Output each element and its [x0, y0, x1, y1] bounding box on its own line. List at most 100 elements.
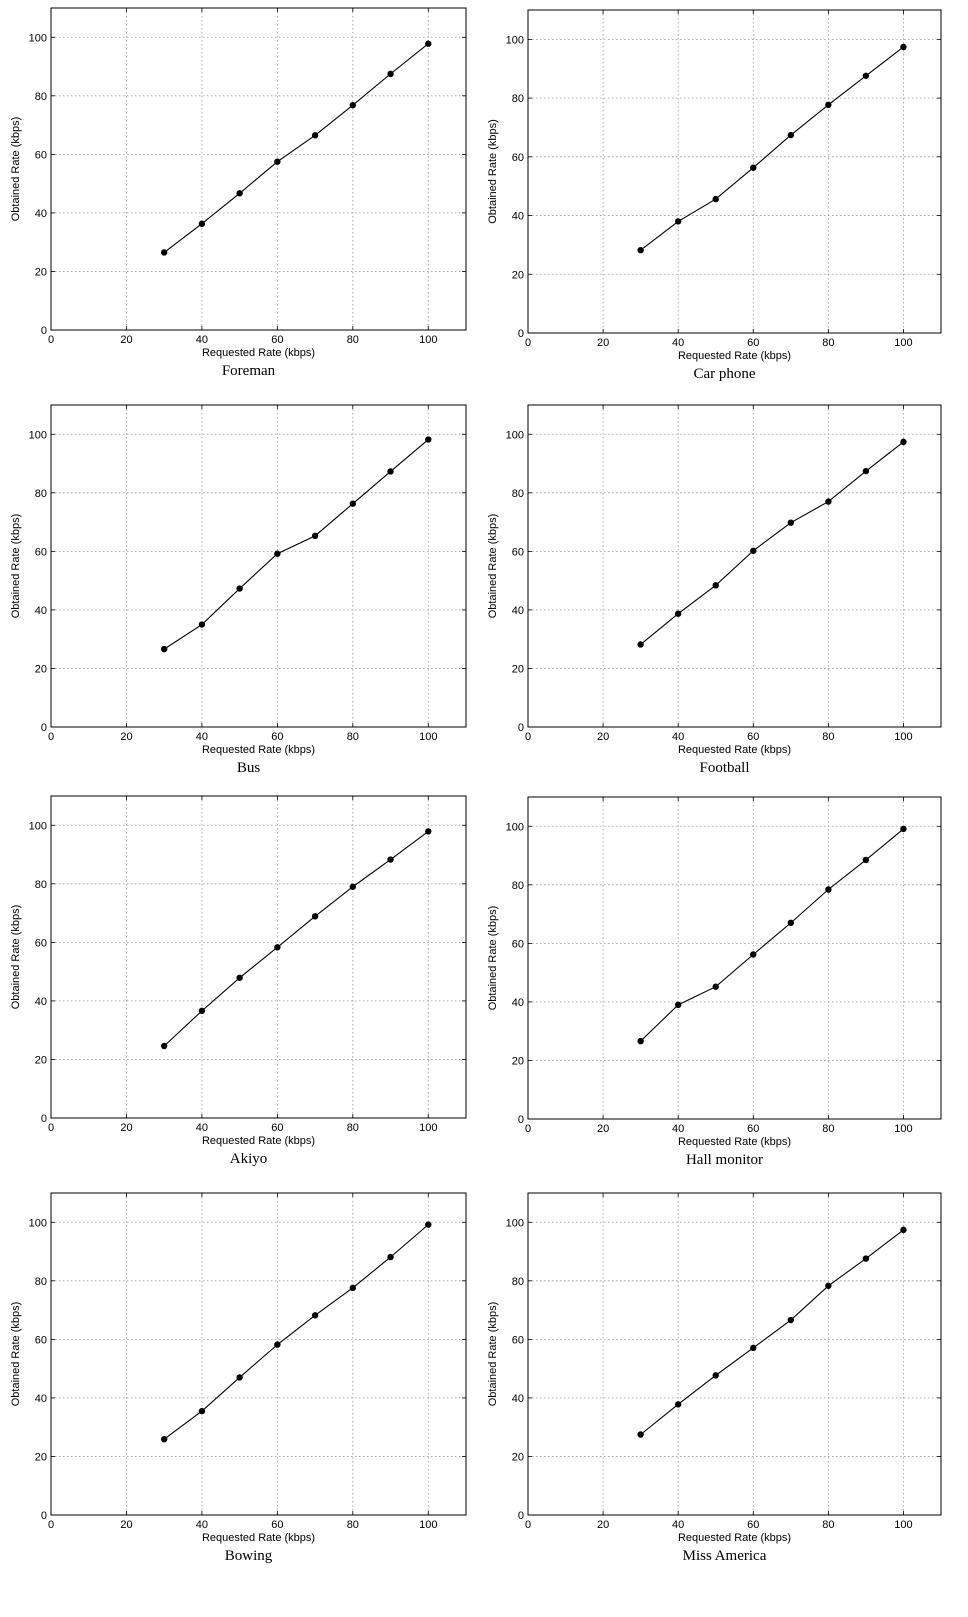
- data-point: [674, 218, 682, 225]
- data-point: [160, 645, 168, 653]
- x-axis-label: Requested Rate (kbps): [678, 350, 791, 362]
- data-point: [311, 1312, 319, 1319]
- series-line: [640, 1229, 904, 1435]
- y-tick-label: 20: [35, 266, 47, 278]
- data-point: [787, 1316, 795, 1324]
- data-point: [712, 582, 719, 589]
- data-point: [236, 585, 243, 592]
- x-tick-label: 0: [525, 731, 531, 743]
- y-tick-label: 20: [512, 269, 524, 281]
- y-axis-label: Obtained Rate (kbps): [10, 117, 22, 222]
- data-point: [750, 951, 757, 958]
- plot-frame: [527, 9, 942, 334]
- y-tick-label: 0: [518, 722, 524, 734]
- y-tick-label: 40: [35, 208, 47, 220]
- x-tick-label: 40: [196, 731, 208, 743]
- data-point: [349, 1284, 357, 1292]
- y-tick-label: 40: [35, 605, 47, 617]
- series-line: [640, 441, 904, 645]
- y-tick-label: 40: [512, 997, 524, 1009]
- y-tick-label: 80: [512, 1276, 524, 1288]
- y-tick-label: 40: [35, 1393, 47, 1405]
- x-tick-label: 40: [672, 1123, 684, 1135]
- y-tick-label: 100: [29, 429, 47, 441]
- y-tick-label: 100: [506, 821, 524, 833]
- data-point: [425, 1221, 432, 1228]
- data-point: [825, 498, 832, 505]
- panel-caption: Bowing: [225, 1548, 273, 1564]
- y-tick-label: 0: [41, 325, 47, 337]
- y-tick-label: 40: [35, 996, 47, 1008]
- x-tick-label: 20: [120, 1519, 132, 1531]
- plot-frame: [50, 1192, 467, 1516]
- x-tick-label: 60: [271, 731, 283, 743]
- y-tick-label: 60: [35, 937, 47, 949]
- data-point: [349, 500, 357, 507]
- x-tick-label: 0: [48, 1519, 54, 1531]
- y-tick-label: 40: [512, 605, 524, 617]
- y-tick-label: 0: [41, 1510, 47, 1522]
- data-point: [862, 856, 870, 864]
- panel-caption: Football: [699, 760, 749, 776]
- y-axis-label: Obtained Rate (kbps): [487, 119, 499, 224]
- x-tick-label: 0: [48, 334, 54, 346]
- data-point: [750, 1344, 757, 1352]
- data-point: [236, 190, 243, 197]
- y-tick-label: 60: [512, 938, 524, 950]
- y-axis-label: Obtained Rate (kbps): [10, 1302, 22, 1407]
- plot-frame: [527, 1192, 942, 1516]
- data-point: [198, 1407, 206, 1415]
- x-tick-label: 80: [347, 1519, 359, 1531]
- panel-caption: Hall monitor: [686, 1152, 763, 1168]
- x-tick-label: 80: [347, 334, 359, 346]
- data-point: [750, 547, 757, 554]
- data-point: [862, 1255, 870, 1262]
- y-tick-label: 60: [512, 1334, 524, 1346]
- plot-frame: [50, 795, 467, 1119]
- y-tick-label: 60: [512, 546, 524, 558]
- panel-caption: Car phone: [693, 366, 755, 382]
- y-tick-label: 80: [35, 879, 47, 891]
- x-tick-label: 100: [419, 334, 437, 346]
- x-tick-label: 20: [120, 731, 132, 743]
- y-tick-label: 100: [506, 1217, 524, 1229]
- y-tick-label: 60: [512, 152, 524, 164]
- panel-caption: Foreman: [222, 363, 276, 379]
- chart-panel: 0 20 40 60 80 100 0 20 40 60 80 100 Requested Rate (…: [10, 1192, 467, 1564]
- chart-panel: 0 20 40 60 80 100 0 20 40 60 80 100 Requested Rate (…: [10, 795, 467, 1167]
- panel-caption: Akiyo: [230, 1151, 268, 1167]
- data-point: [198, 220, 206, 227]
- x-tick-label: 80: [822, 731, 834, 743]
- data-point: [862, 72, 870, 79]
- x-tick-label: 80: [347, 1122, 359, 1134]
- plot-frame: [527, 404, 942, 728]
- data-point: [198, 1007, 206, 1015]
- y-tick-label: 100: [29, 1217, 47, 1229]
- x-tick-label: 60: [271, 1122, 283, 1134]
- y-tick-label: 60: [35, 149, 47, 161]
- data-point: [274, 550, 281, 557]
- plot-frame: [50, 7, 467, 331]
- y-tick-label: 20: [35, 1451, 47, 1463]
- x-tick-label: 60: [747, 1123, 759, 1135]
- plot-frame: [527, 796, 942, 1120]
- x-axis-label: Requested Rate (kbps): [202, 1135, 315, 1147]
- y-tick-label: 0: [41, 722, 47, 734]
- data-point: [825, 101, 832, 109]
- data-point: [787, 131, 795, 139]
- y-tick-label: 20: [512, 1055, 524, 1067]
- x-tick-label: 100: [419, 1519, 437, 1531]
- x-tick-label: 40: [196, 1519, 208, 1531]
- x-tick-label: 20: [120, 1122, 132, 1134]
- x-tick-label: 0: [525, 1519, 531, 1531]
- data-point: [862, 467, 870, 475]
- data-point: [349, 101, 357, 109]
- x-tick-label: 0: [525, 337, 531, 349]
- y-axis-label: Obtained Rate (kbps): [10, 514, 22, 619]
- y-tick-label: 20: [512, 1451, 524, 1463]
- y-tick-label: 100: [29, 820, 47, 832]
- data-point: [900, 43, 907, 51]
- x-tick-label: 100: [894, 731, 912, 743]
- x-tick-label: 40: [196, 334, 208, 346]
